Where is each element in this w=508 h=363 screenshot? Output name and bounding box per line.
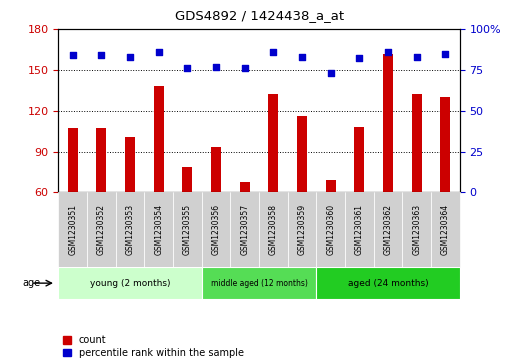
Text: middle aged (12 months): middle aged (12 months): [211, 279, 307, 287]
Bar: [345, 192, 374, 267]
Text: GSM1230354: GSM1230354: [154, 204, 163, 255]
Bar: [173, 192, 202, 267]
Bar: [374, 192, 402, 267]
Bar: [383, 53, 393, 274]
Text: GSM1230363: GSM1230363: [412, 204, 421, 255]
Point: [384, 49, 392, 55]
Bar: [182, 167, 193, 274]
Bar: [355, 127, 364, 274]
Point: [183, 65, 192, 71]
Text: GSM1230357: GSM1230357: [240, 204, 249, 255]
Text: GSM1230360: GSM1230360: [326, 204, 335, 255]
Bar: [97, 129, 107, 274]
Point: [269, 49, 277, 55]
Point: [212, 64, 220, 70]
Bar: [316, 267, 460, 299]
Bar: [202, 192, 231, 267]
Bar: [440, 97, 451, 274]
Text: GDS4892 / 1424438_a_at: GDS4892 / 1424438_a_at: [175, 9, 343, 22]
Text: GSM1230359: GSM1230359: [298, 204, 307, 255]
Bar: [144, 192, 173, 267]
Point: [154, 49, 163, 55]
Bar: [68, 129, 78, 274]
Text: GSM1230358: GSM1230358: [269, 204, 278, 255]
Text: young (2 months): young (2 months): [90, 279, 170, 287]
Point: [327, 70, 335, 76]
Point: [98, 52, 106, 58]
Text: GSM1230355: GSM1230355: [183, 204, 192, 255]
Text: GSM1230361: GSM1230361: [355, 204, 364, 255]
Bar: [326, 180, 336, 274]
Bar: [202, 267, 316, 299]
Text: GSM1230356: GSM1230356: [211, 204, 220, 255]
Text: aged (24 months): aged (24 months): [348, 279, 428, 287]
Bar: [297, 116, 307, 274]
Bar: [58, 267, 202, 299]
Bar: [431, 192, 460, 267]
Bar: [288, 192, 316, 267]
Text: GSM1230364: GSM1230364: [441, 204, 450, 255]
Bar: [211, 147, 221, 274]
Bar: [259, 192, 288, 267]
Point: [241, 65, 249, 71]
Point: [126, 54, 134, 60]
Bar: [268, 94, 278, 274]
Text: GSM1230352: GSM1230352: [97, 204, 106, 255]
Legend: count, percentile rank within the sample: count, percentile rank within the sample: [64, 335, 244, 358]
Point: [69, 52, 77, 58]
Bar: [402, 192, 431, 267]
Bar: [411, 94, 422, 274]
Bar: [240, 182, 250, 274]
Bar: [154, 86, 164, 274]
Bar: [125, 136, 135, 274]
Bar: [316, 192, 345, 267]
Bar: [116, 192, 144, 267]
Text: age: age: [23, 278, 41, 288]
Bar: [58, 192, 87, 267]
Point: [298, 54, 306, 60]
Point: [355, 56, 363, 61]
Bar: [231, 192, 259, 267]
Bar: [87, 192, 116, 267]
Text: GSM1230353: GSM1230353: [125, 204, 135, 255]
Text: GSM1230351: GSM1230351: [68, 204, 77, 255]
Text: GSM1230362: GSM1230362: [384, 204, 393, 255]
Point: [441, 50, 450, 56]
Point: [412, 54, 421, 60]
